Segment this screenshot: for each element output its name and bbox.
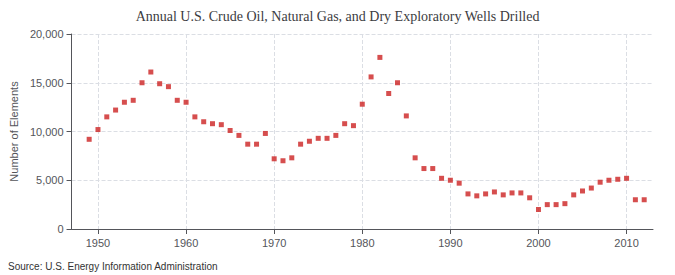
svg-text:1980: 1980 [350, 237, 374, 249]
svg-text:15,000: 15,000 [30, 77, 64, 89]
svg-text:5,000: 5,000 [36, 174, 64, 186]
svg-text:1950: 1950 [86, 237, 110, 249]
svg-text:2010: 2010 [614, 237, 638, 249]
svg-text:Source: U.S. Energy Informatio: Source: U.S. Energy Information Administ… [8, 261, 218, 272]
svg-text:1960: 1960 [174, 237, 198, 249]
svg-text:1970: 1970 [262, 237, 286, 249]
svg-text:0: 0 [57, 223, 63, 235]
svg-text:10,000: 10,000 [30, 126, 64, 138]
svg-text:Number of Elements: Number of Elements [8, 81, 20, 182]
svg-text:1990: 1990 [438, 237, 462, 249]
svg-text:2000: 2000 [526, 237, 550, 249]
svg-text:Annual U.S. Crude Oil, Natural: Annual U.S. Crude Oil, Natural Gas, and … [136, 9, 540, 24]
svg-text:20,000: 20,000 [30, 28, 64, 40]
